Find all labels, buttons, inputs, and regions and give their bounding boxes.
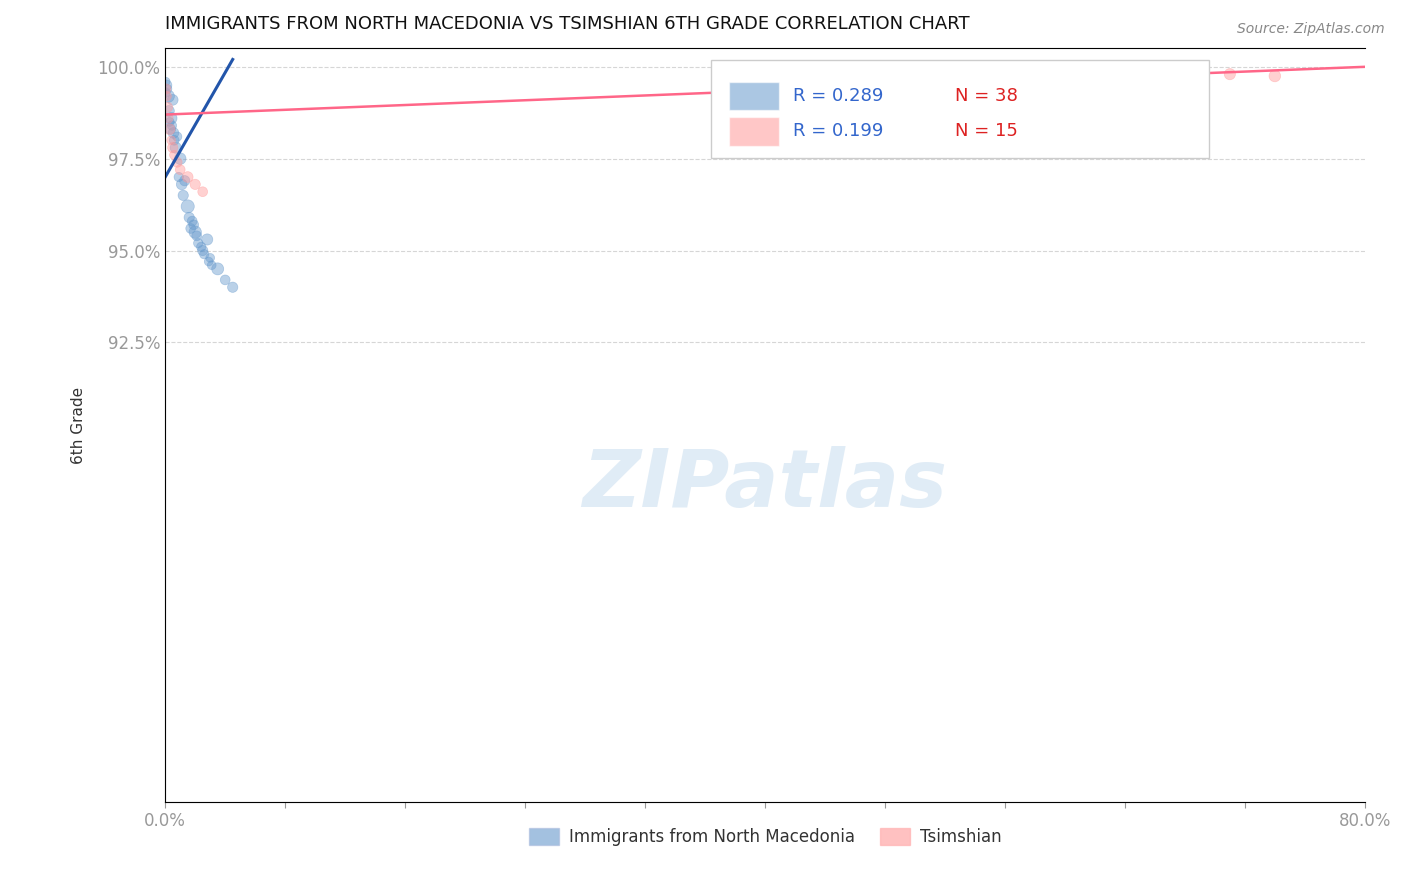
Point [162, 126, 184, 140]
Point [177, 199, 200, 213]
Point [157, 103, 180, 118]
Point [160, 133, 183, 147]
FancyBboxPatch shape [711, 60, 1209, 158]
Point [191, 244, 214, 258]
Point [172, 188, 194, 202]
Point [193, 247, 215, 261]
Point [162, 93, 184, 107]
Point [184, 225, 207, 239]
FancyBboxPatch shape [730, 81, 779, 111]
Point [1219, 67, 1241, 81]
Point [160, 112, 183, 126]
Point [181, 214, 204, 228]
Point [201, 258, 224, 272]
Point [190, 240, 212, 254]
Point [207, 261, 229, 276]
Point [155, 74, 177, 88]
Text: IMMIGRANTS FROM NORTH MACEDONIA VS TSIMSHIAN 6TH GRADE CORRELATION CHART: IMMIGRANTS FROM NORTH MACEDONIA VS TSIMS… [166, 15, 970, 33]
Point [177, 169, 200, 184]
Point [162, 141, 184, 155]
Text: R = 0.199: R = 0.199 [793, 122, 883, 140]
Point [169, 152, 191, 166]
Point [183, 218, 205, 232]
Point [180, 221, 202, 235]
Point [169, 162, 191, 177]
Point [170, 178, 193, 192]
Point [157, 112, 180, 126]
Point [191, 185, 214, 199]
Point [159, 122, 181, 136]
Text: Source: ZipAtlas.com: Source: ZipAtlas.com [1237, 22, 1385, 37]
Point [167, 169, 190, 184]
Point [173, 174, 195, 188]
Point [163, 148, 186, 162]
Point [166, 129, 188, 144]
Point [159, 122, 181, 136]
Point [186, 228, 208, 243]
Point [1264, 69, 1286, 83]
Point [157, 89, 180, 103]
Point [165, 141, 187, 155]
Point [179, 211, 201, 225]
Point [197, 254, 219, 268]
Point [221, 280, 243, 294]
Point [184, 178, 207, 192]
Point [155, 86, 177, 100]
Text: R = 0.289: R = 0.289 [793, 87, 883, 105]
Point [156, 82, 179, 96]
Point [166, 155, 188, 169]
Point [159, 115, 181, 129]
Point [214, 273, 236, 287]
Text: N = 38: N = 38 [955, 87, 1018, 105]
Point [156, 100, 179, 114]
Point [160, 119, 183, 133]
Y-axis label: 6th Grade: 6th Grade [72, 386, 86, 464]
Text: ZIPatlas: ZIPatlas [582, 446, 948, 524]
Point [163, 133, 186, 147]
Text: N = 15: N = 15 [955, 122, 1018, 140]
Point [156, 89, 179, 103]
Point [155, 82, 177, 96]
Point [195, 232, 218, 246]
Point [187, 236, 209, 251]
FancyBboxPatch shape [730, 117, 779, 145]
Legend: Immigrants from North Macedonia, Tsimshian: Immigrants from North Macedonia, Tsimshi… [529, 828, 1001, 846]
Point [156, 78, 179, 92]
Point [200, 251, 222, 265]
